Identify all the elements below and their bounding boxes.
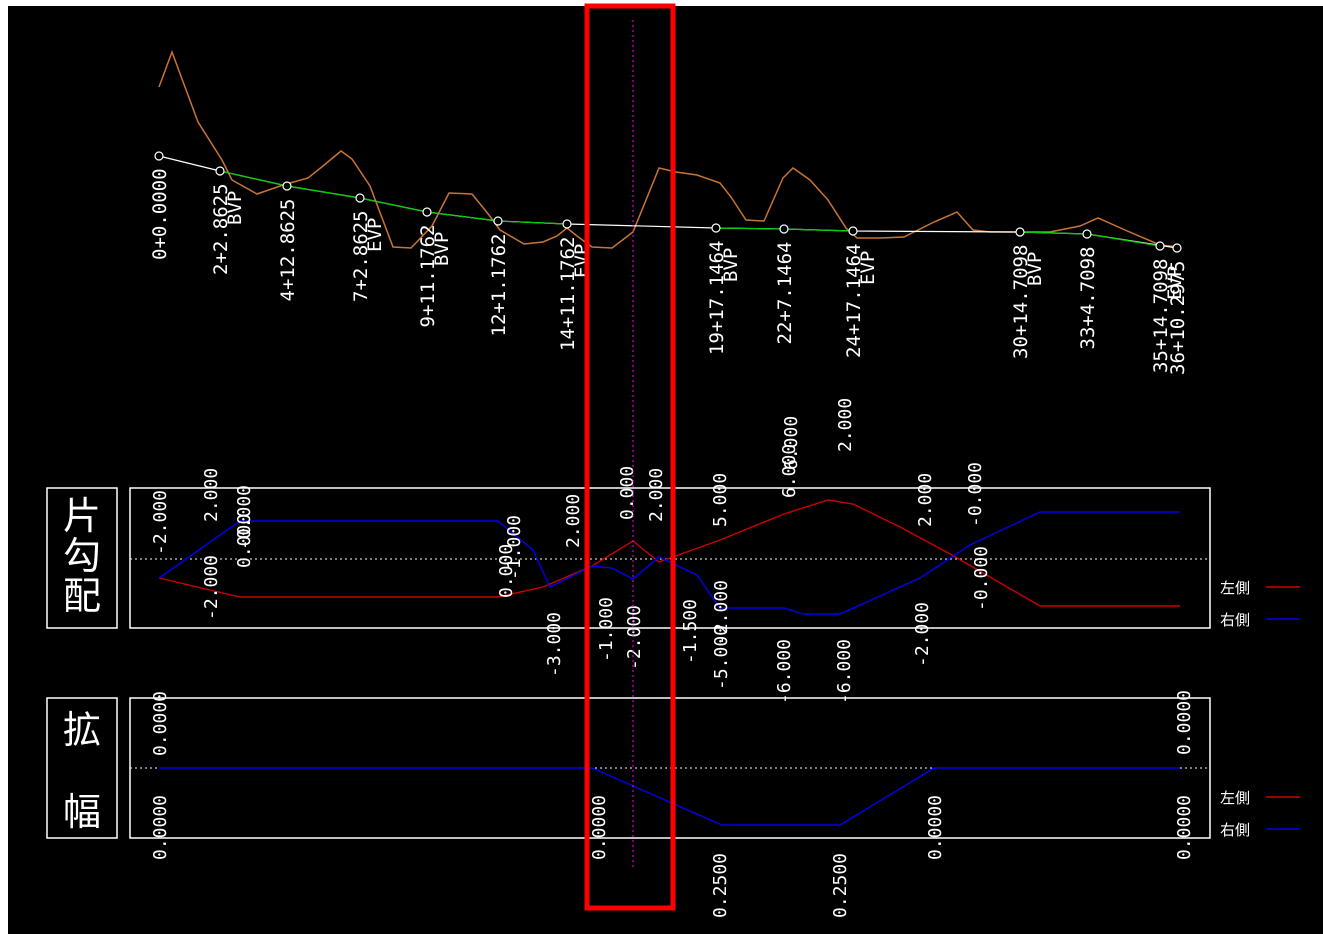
se-value-label: -0.000 xyxy=(965,462,986,527)
station-label: 7+2.8625 xyxy=(350,210,372,302)
se-value-label: 2.000 xyxy=(646,468,667,522)
se-value-label: 0.000 xyxy=(234,514,255,568)
se-value-label: -2.000 xyxy=(150,490,171,555)
highlight-box xyxy=(584,3,676,911)
station-marker xyxy=(848,226,858,236)
station-marker xyxy=(154,151,164,161)
se-value-label: -2.000 xyxy=(711,580,732,645)
station-marker xyxy=(422,207,432,217)
station-label: 14+11.1762 xyxy=(557,237,579,351)
wd-legend-right-label: 右側 xyxy=(1220,821,1251,839)
se-legend-left-label: 左側 xyxy=(1220,579,1251,597)
canvas-background xyxy=(8,6,1323,934)
station-marker xyxy=(1172,243,1182,253)
station-label: 22+7.1464 xyxy=(774,242,796,345)
station-type-label: BVP xyxy=(1024,252,1046,286)
wd-value-label: 0.0000 xyxy=(925,795,946,860)
station-marker xyxy=(779,224,789,234)
wd-right-line xyxy=(159,767,1180,826)
se-value-label: -1.500 xyxy=(680,599,701,664)
se-value-label: 6.000 xyxy=(781,416,802,470)
superelevation-title-text: 片勾配 xyxy=(62,494,101,618)
se-value-label: -2.000 xyxy=(201,555,222,620)
station-label: 9+11.1762 xyxy=(417,225,439,328)
station-type-label: BVP xyxy=(720,248,742,282)
se-value-label: 5.000 xyxy=(710,473,731,527)
station-marker xyxy=(493,216,503,226)
station-label: 36+10.2975 xyxy=(1167,261,1189,375)
station-type-label: BVP xyxy=(224,191,246,225)
se-left-line xyxy=(158,499,1180,607)
superelevation-title: 片勾配 xyxy=(47,496,117,616)
wd-value-label: 0.2500 xyxy=(710,853,731,918)
se-right-line xyxy=(158,511,1180,615)
se-value-label: 6.000 xyxy=(779,444,800,498)
wd-value-label: 0.2500 xyxy=(830,853,851,918)
se-value-label: -5.000 xyxy=(711,625,732,690)
station-marker xyxy=(562,219,572,229)
station-label: 19+17.1464 xyxy=(706,241,728,355)
station-label: 24+17.1464 xyxy=(843,244,865,358)
station-marker xyxy=(1015,227,1025,237)
se-value-label: -2.000 xyxy=(912,602,933,667)
se-value-label: 2.000 xyxy=(835,398,856,452)
se-value-label: -6.000 xyxy=(834,639,855,704)
station-marker xyxy=(1082,229,1092,239)
station-label: 2+2.8625 xyxy=(210,183,232,275)
se-value-label: 0.000 xyxy=(496,544,517,598)
vertical-curve-1 xyxy=(219,170,568,225)
station-type-label: BVP xyxy=(431,232,453,266)
station-type-label: EVP xyxy=(857,251,879,285)
se-value-label: 2.000 xyxy=(563,494,584,548)
station-label: 4+12.8625 xyxy=(277,199,299,302)
station-label: 12+1.1762 xyxy=(488,234,510,337)
se-value-label: 2.000 xyxy=(915,473,936,527)
wd-legend-right: 右側 xyxy=(1220,819,1250,840)
se-legend-right: 右側 xyxy=(1220,609,1250,630)
se-value-label: -1.000 xyxy=(596,597,617,662)
station-marker xyxy=(711,223,721,233)
se-value-label: -3.000 xyxy=(544,612,565,677)
widening-title-1: 拡 xyxy=(62,708,101,752)
wd-value-label: 0.0000 xyxy=(150,691,171,756)
station-type-label: EVP xyxy=(571,244,593,278)
station-marker xyxy=(282,181,292,191)
wd-value-label: 0.0000 xyxy=(1174,795,1195,860)
station-label: 0+0.0000 xyxy=(149,168,171,260)
station-marker xyxy=(355,193,365,203)
station-label: 33+4.7098 xyxy=(1077,247,1099,350)
se-value-label: -2.000 xyxy=(624,605,645,670)
se-value-label: -0.000 xyxy=(234,485,255,550)
se-value-label: -0.000 xyxy=(971,546,992,611)
se-value-label: -1.000 xyxy=(504,515,525,580)
superelevation-panel: -2.000 2.000 -0.0000.000 -1.000 2.0000.000 2.… xyxy=(46,398,1300,704)
se-plot-box xyxy=(129,487,1211,629)
se-value-label: 2.000 xyxy=(201,468,222,522)
wd-title-box xyxy=(46,697,118,839)
station-type-label: EVP xyxy=(364,218,386,252)
widening-title-2: 幅 xyxy=(62,790,101,834)
se-title-box xyxy=(46,487,118,629)
station-marker xyxy=(215,166,225,176)
wd-legend-left-label: 左側 xyxy=(1220,789,1251,807)
se-legend-right-label: 右側 xyxy=(1220,611,1251,629)
se-value-label: -6.000 xyxy=(774,639,795,704)
station-label: 35+14.7098 xyxy=(1150,259,1172,373)
wd-value-label: 0.0000 xyxy=(589,795,610,860)
se-value-label: 0.000 xyxy=(617,466,638,520)
station-marker xyxy=(1155,241,1165,251)
widening-panel: 0.0000 0.0000 0.0000 0.2500 0.2500 0.0000 0.00… xyxy=(46,690,1300,918)
wd-value-label: 0.0000 xyxy=(1174,690,1195,755)
wd-legend-left: 左側 xyxy=(1220,787,1250,808)
station-label: 30+14.7098 xyxy=(1010,245,1032,359)
station-type-label: EVP xyxy=(1164,266,1186,300)
wd-value-label: 0.0000 xyxy=(150,795,171,860)
se-legend-left: 左側 xyxy=(1220,577,1250,598)
